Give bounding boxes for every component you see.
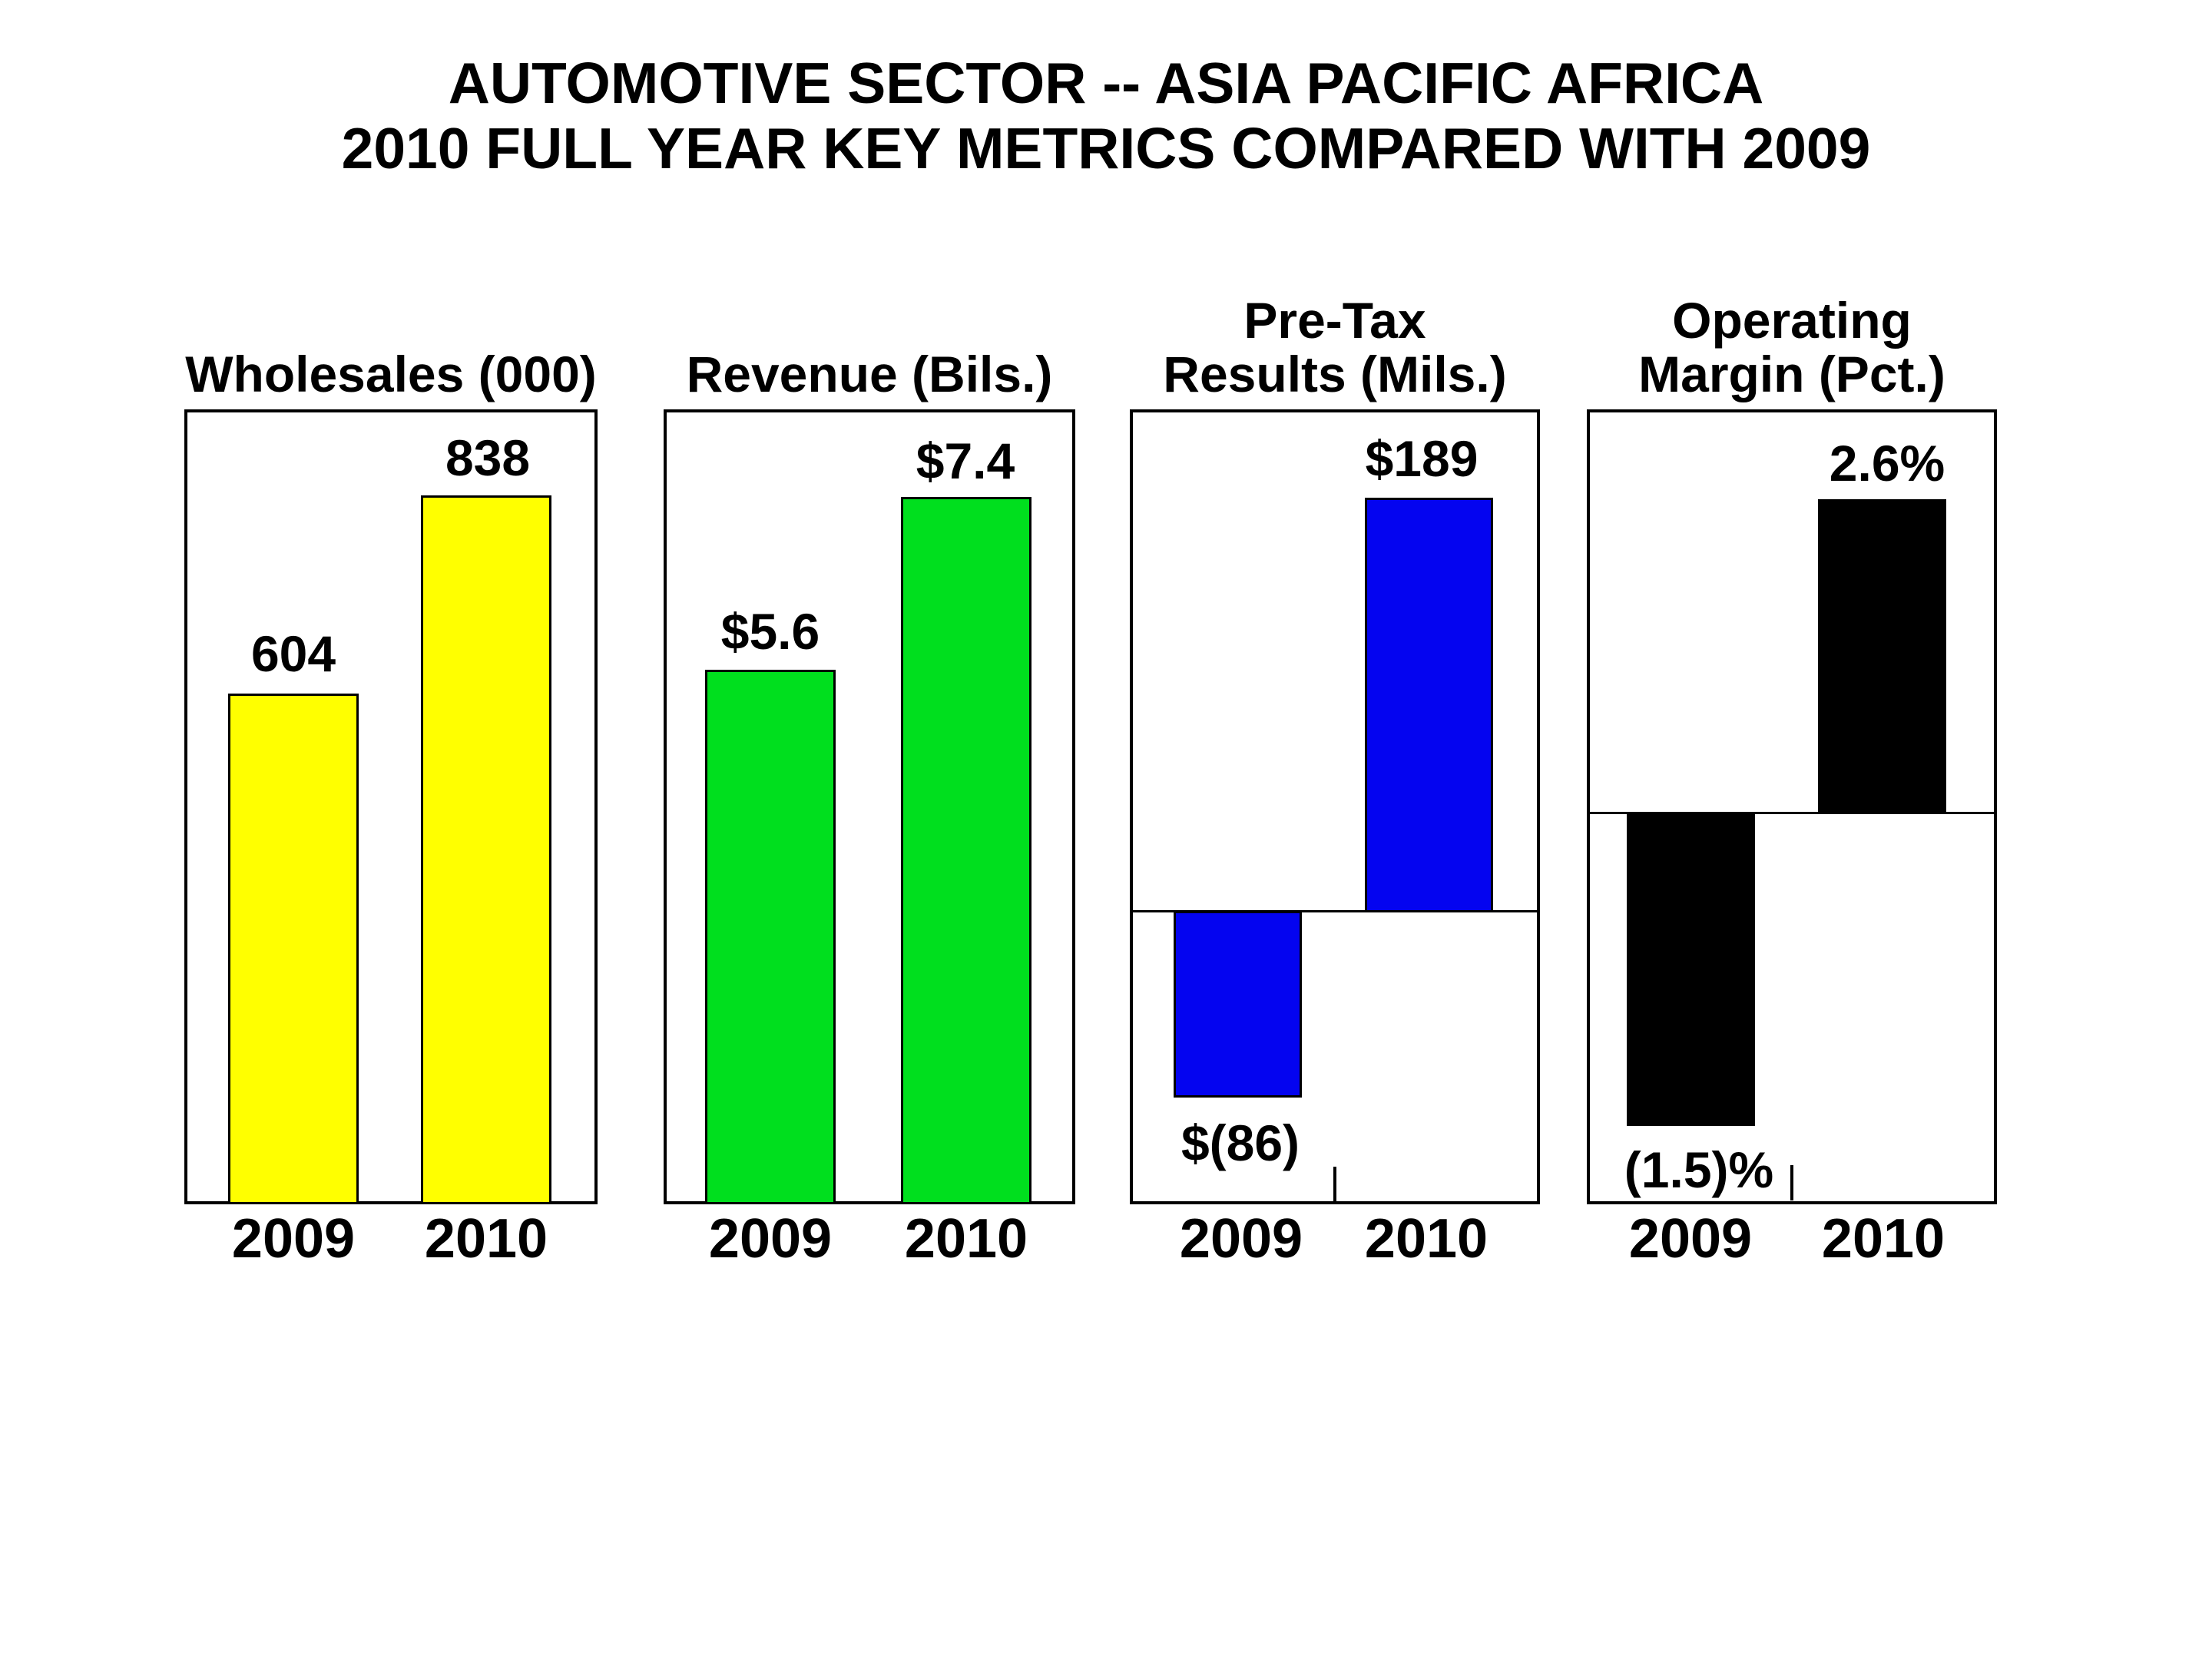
bar-opmargin-2009 bbox=[1627, 813, 1755, 1126]
axis-tick-pretax bbox=[1333, 1167, 1336, 1202]
year-label-pretax-2009: 2009 bbox=[1179, 1208, 1303, 1270]
chart-title-opmargin: Operating Margin (Pct.) bbox=[1556, 293, 2028, 401]
value-label-wholesales-2009: 604 bbox=[250, 625, 336, 682]
bar-revenue-2009 bbox=[705, 670, 836, 1204]
page-title-line1: AUTOMOTIVE SECTOR -- ASIA PACIFIC AFRICA bbox=[448, 51, 1764, 115]
chart-title-wholesales-line1: Wholesales (000) bbox=[185, 346, 597, 402]
chart-title-opmargin-line1: Operating bbox=[1672, 292, 1912, 349]
year-label-opmargin-2009: 2009 bbox=[1628, 1208, 1753, 1270]
value-label-wholesales-2010: 838 bbox=[445, 429, 531, 486]
chart-title-revenue: Revenue (Bils.) bbox=[633, 347, 1106, 401]
year-label-wholesales-2009: 2009 bbox=[231, 1208, 356, 1270]
bar-opmargin-2010 bbox=[1818, 499, 1946, 814]
year-label-opmargin-2010: 2010 bbox=[1821, 1208, 1945, 1270]
bar-pretax-2009 bbox=[1174, 911, 1302, 1098]
chart-title-wholesales: Wholesales (000) bbox=[154, 347, 628, 401]
axis-tick-opmargin bbox=[1790, 1165, 1793, 1200]
bar-wholesales-2010 bbox=[421, 495, 551, 1204]
value-label-pretax-2009: $(86) bbox=[1181, 1114, 1300, 1171]
chart-title-pretax-line2: Results (Mils.) bbox=[1163, 346, 1507, 402]
value-label-revenue-2010: $7.4 bbox=[916, 432, 1015, 489]
value-label-revenue-2009: $5.6 bbox=[720, 603, 820, 660]
page-title-line2: 2010 FULL YEAR KEY METRICS COMPARED WITH… bbox=[341, 116, 1871, 180]
value-label-opmargin-2009: (1.5)% bbox=[1624, 1141, 1774, 1198]
zero-axis-opmargin bbox=[1590, 812, 1994, 814]
chart-title-revenue-line1: Revenue (Bils.) bbox=[686, 346, 1053, 402]
zero-axis-pretax bbox=[1133, 910, 1537, 912]
page-title: AUTOMOTIVE SECTOR -- ASIA PACIFIC AFRICA… bbox=[0, 51, 2212, 181]
value-label-pretax-2010: $189 bbox=[1365, 430, 1479, 487]
bar-wholesales-2009 bbox=[228, 694, 359, 1204]
chart-title-opmargin-line2: Margin (Pct.) bbox=[1638, 346, 1945, 402]
year-label-revenue-2010: 2010 bbox=[904, 1208, 1028, 1270]
year-label-revenue-2009: 2009 bbox=[708, 1208, 833, 1270]
bar-pretax-2010 bbox=[1365, 498, 1493, 912]
bar-revenue-2010 bbox=[901, 497, 1031, 1204]
year-label-wholesales-2010: 2010 bbox=[424, 1208, 548, 1270]
chart-title-pretax-line1: Pre-Tax bbox=[1243, 292, 1426, 349]
chart-title-pretax: Pre-Tax Results (Mils.) bbox=[1099, 293, 1571, 401]
year-label-pretax-2010: 2010 bbox=[1364, 1208, 1488, 1270]
value-label-opmargin-2010: 2.6% bbox=[1829, 435, 1945, 492]
